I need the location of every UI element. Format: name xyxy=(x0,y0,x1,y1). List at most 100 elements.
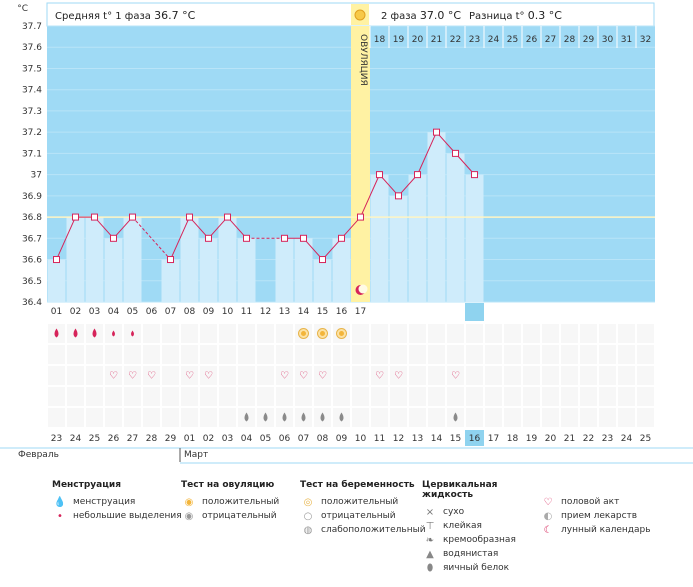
event-cell xyxy=(503,323,522,344)
event-cell xyxy=(408,323,427,344)
calendar-date-label: 24 xyxy=(70,434,82,444)
event-cell xyxy=(541,386,560,407)
pregnancy-weak-icon: ◍ xyxy=(303,524,313,536)
calendar-date-label: 23 xyxy=(51,434,62,444)
event-cell xyxy=(446,344,465,365)
temperature-point xyxy=(167,256,174,264)
event-cell xyxy=(389,323,408,344)
event-cell xyxy=(446,365,465,386)
spotting-drop-icon xyxy=(131,330,134,337)
temperature-point xyxy=(338,234,345,242)
event-cell xyxy=(332,365,351,386)
event-cell xyxy=(351,365,370,386)
event-cell xyxy=(275,344,294,365)
event-cell xyxy=(522,365,541,386)
temperature-bar xyxy=(370,174,389,302)
y-tick-label: 37.7 xyxy=(22,22,42,32)
event-cell xyxy=(389,386,408,407)
event-cell xyxy=(161,386,180,407)
cycle-day-label: 25 xyxy=(507,35,518,45)
event-cell xyxy=(408,344,427,365)
y-tick-label: 37.2 xyxy=(22,128,42,138)
watery-icon xyxy=(282,412,287,422)
temperature-point xyxy=(72,213,79,221)
legend-label: половой акт xyxy=(561,497,620,507)
temperature-bar xyxy=(199,238,218,302)
event-cell xyxy=(389,344,408,365)
event-cell xyxy=(275,365,294,386)
temperature-bar xyxy=(389,195,408,302)
event-cell xyxy=(484,407,503,428)
ovulation-positive-icon: ◉ xyxy=(184,496,194,508)
event-cell xyxy=(503,386,522,407)
temperature-point xyxy=(243,234,250,242)
event-cell xyxy=(522,386,541,407)
cycle-day-label: 22 xyxy=(450,35,461,45)
svg-text:Разница t° 0.3 °C: Разница t° 0.3 °C xyxy=(469,9,562,22)
event-cell xyxy=(66,365,85,386)
event-cell xyxy=(465,386,484,407)
event-cell xyxy=(446,386,465,407)
event-cell xyxy=(237,365,256,386)
temperature-point xyxy=(471,171,478,179)
sun-icon xyxy=(354,9,366,21)
temperature-bar xyxy=(332,238,351,302)
legend-label: положительный xyxy=(202,497,280,507)
y-tick-label: 36.5 xyxy=(22,277,42,287)
dry-icon: × xyxy=(425,506,435,518)
temperature-point xyxy=(224,213,231,221)
event-cell xyxy=(294,344,313,365)
event-cell xyxy=(161,365,180,386)
temperature-point xyxy=(129,213,136,221)
legend-item: • небольшие выделения xyxy=(52,509,182,523)
legend-item: × сухо xyxy=(422,505,516,519)
event-cell xyxy=(275,386,294,407)
calendar-date-label: 04 xyxy=(241,434,253,444)
calendar-date-label: 18 xyxy=(507,434,519,444)
spotting-drop-icon: • xyxy=(57,510,63,522)
month-label: Февраль xyxy=(18,450,59,460)
temperature-bar xyxy=(104,238,123,302)
temperature-point xyxy=(414,171,421,179)
event-cell xyxy=(484,344,503,365)
temperature-point xyxy=(300,234,307,242)
temperature-bar xyxy=(85,217,104,302)
event-cell xyxy=(389,407,408,428)
temperature-line xyxy=(94,216,114,239)
watery-icon xyxy=(301,412,306,422)
event-cell xyxy=(541,344,560,365)
event-cell xyxy=(218,323,237,344)
event-cell xyxy=(142,386,161,407)
event-cell xyxy=(66,407,85,428)
temperature-bar xyxy=(123,217,142,302)
event-cell xyxy=(66,344,85,365)
event-cell xyxy=(427,365,446,386)
sticky-icon: ⊤ xyxy=(425,520,435,532)
cycle-day-label: 19 xyxy=(393,35,405,45)
legend-label: клейкая xyxy=(443,521,482,531)
event-cell xyxy=(237,386,256,407)
event-cell xyxy=(351,407,370,428)
cycle-day-label: 06 xyxy=(146,307,158,317)
moon-icon: ☾ xyxy=(543,524,553,536)
event-cell xyxy=(503,365,522,386)
event-cell xyxy=(85,407,104,428)
temperature-bar xyxy=(275,238,294,302)
event-cell xyxy=(256,386,275,407)
event-cell xyxy=(503,407,522,428)
cycle-day-label: 13 xyxy=(279,307,290,317)
temperature-bar xyxy=(294,238,313,302)
watery-icon xyxy=(263,412,268,422)
cycle-day-label: 11 xyxy=(241,307,252,317)
cycle-day-label: 32 xyxy=(640,35,651,45)
legend-item: ◐ прием лекарств xyxy=(540,509,651,523)
temperature-line xyxy=(455,153,475,175)
event-cell xyxy=(427,344,446,365)
calendar-date-label: 15 xyxy=(450,434,461,444)
event-cell xyxy=(313,386,332,407)
temperature-bar xyxy=(237,238,256,302)
event-cell xyxy=(85,344,104,365)
cycle-day-label: 07 xyxy=(165,307,176,317)
legend-item: 💧 менструация xyxy=(52,495,182,509)
event-cell xyxy=(636,365,655,386)
